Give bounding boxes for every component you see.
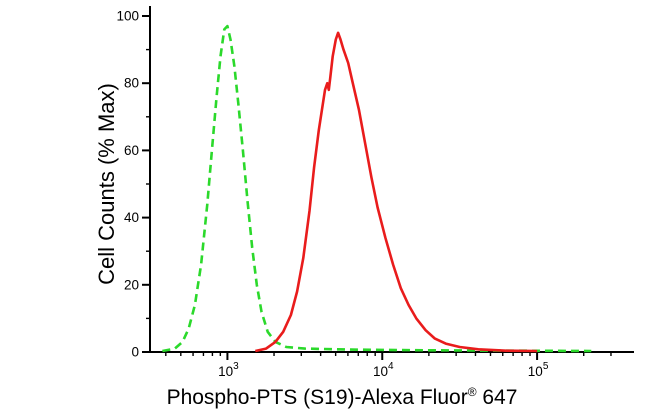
curve-control [162,24,592,353]
x-axis-label-suffix: 647 [476,386,518,409]
curves [162,24,592,353]
x-tick-label: 104 [373,361,394,379]
y-tick-label: 100 [116,9,139,24]
axes: 0 20 40 60 80 100 103 104 105 [116,6,634,379]
y-tick-label: 80 [124,76,139,91]
x-axis-label-main: Phospho-PTS (S19)-Alexa Fluor [166,386,468,409]
y-tick-label: 20 [124,277,139,292]
curve-phospho-pts-s19-sample [255,31,538,353]
registered-trademark-symbol: ® [467,385,477,399]
x-tick-label: 103 [218,361,239,379]
y-tick-label: 60 [124,143,139,158]
y-tick-label: 40 [124,210,139,225]
x-axis-label: Phospho-PTS (S19)-Alexa Fluor® 647 [72,386,612,410]
y-tick-label: 0 [131,345,139,360]
x-tick-label: 105 [528,361,549,379]
y-axis-label: Cell Counts (% Max) [94,83,119,285]
